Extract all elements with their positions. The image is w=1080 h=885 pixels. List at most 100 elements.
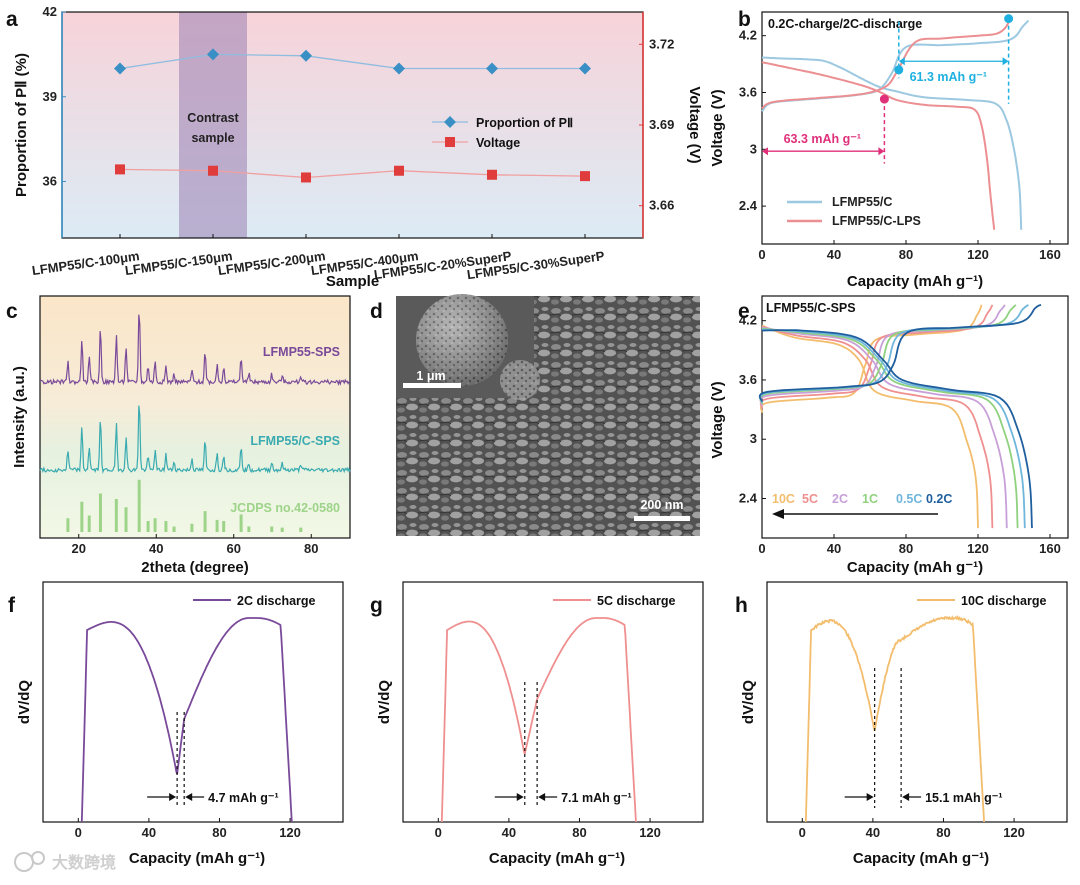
annotation: 15.1 mAh g⁻¹ [925, 791, 1002, 805]
dvdq-curve [440, 617, 637, 823]
chart-title: LFMP55/C-SPS [766, 301, 856, 315]
y-tick-label: 2.4 [739, 198, 758, 213]
y-tick-label: 3.6 [739, 372, 757, 387]
x-tick-label: 120 [967, 247, 989, 262]
y-axis-label: Intensity (a.u.) [11, 366, 28, 468]
panel-label-d: d [370, 300, 383, 323]
x-tick-label: 80 [304, 541, 318, 556]
y-tick-label: 39 [43, 89, 57, 104]
data-point-proportion [300, 49, 312, 62]
x-tick-label: 160 [1039, 247, 1061, 262]
data-point-proportion [114, 62, 126, 75]
panel-label-h: h [735, 594, 748, 617]
marker-dot [1004, 14, 1014, 24]
annotation: 63.3 mAh g⁻¹ [784, 132, 861, 146]
arrow-head [866, 793, 874, 801]
highlight-label: Contrast [187, 111, 239, 125]
x-tick-label: 20 [72, 541, 86, 556]
data-point-voltage [580, 171, 590, 182]
legend-label: 2C discharge [237, 594, 316, 608]
discharge-curve [761, 326, 1008, 529]
xrd-pattern-lfmp55c-sps [39, 405, 351, 474]
arrow-head [516, 793, 524, 801]
x-tick-label: 60 [227, 541, 241, 556]
discharge-curve [761, 324, 979, 529]
x-tick-label: 0 [799, 825, 806, 840]
series-label: LFMP55/C-SPS [250, 434, 340, 448]
panel-label-b: b [738, 8, 751, 31]
y-tick-label: 4.2 [739, 313, 757, 328]
panel-c: 20 40 60 80 2theta (degree) Intensity (a.u.) L… [11, 295, 351, 576]
x-tick-label: 0 [758, 247, 765, 262]
panel-label-g: g [370, 594, 383, 617]
y-tick-label: 4.2 [739, 28, 757, 43]
y-tick-label: 3.69 [649, 117, 674, 132]
x-axis-label: Capacity (mAh g⁻¹) [129, 850, 265, 867]
charge-curve [761, 18, 1012, 110]
annotation: 4.7 mAh g⁻¹ [208, 791, 278, 805]
arrow-head [902, 793, 910, 801]
x-axis-label: Sample [326, 273, 379, 290]
x-tick-label: 120 [1003, 825, 1025, 840]
x-tick-label: 80 [899, 247, 913, 262]
charge-curve [759, 304, 1029, 403]
panel-label-e: e [738, 300, 750, 323]
legend-label: 1C [862, 492, 878, 506]
watermark-text: 大数跨境 [52, 853, 116, 872]
discharge-curve [761, 328, 1026, 529]
x-tick-label: 40 [827, 247, 841, 262]
arrow-head [1002, 57, 1009, 66]
y-tick-label: 3.72 [649, 36, 674, 51]
charge-curve [759, 304, 1006, 406]
series-line-proportion [119, 53, 585, 70]
arrow-head [878, 147, 885, 156]
plot-background [40, 296, 350, 538]
axes-frame [39, 295, 351, 539]
arrow-head [898, 57, 905, 66]
x-axis-label: 2theta (degree) [141, 559, 249, 576]
legend-label: Proportion of PⅡ [476, 116, 573, 130]
legend-marker [445, 137, 455, 147]
arrow-head [169, 793, 177, 801]
data-point-voltage [301, 172, 311, 183]
scalebar-label: 1 μm [416, 369, 445, 383]
axes-frame [766, 581, 1068, 823]
panel-b: 0 40 80 120 160 2.4 3 3.6 4.2 Capacity (mAh g⁻¹) V… [709, 11, 1069, 290]
watermark: 大数跨境 [14, 851, 116, 872]
data-point-voltage [487, 169, 497, 180]
discharge-curve [761, 329, 1033, 529]
x-tick-label: 0 [758, 541, 765, 556]
y-axis-label: Voltage (V) [709, 381, 726, 458]
x-tick-label: 120 [279, 825, 301, 840]
chart-title: 0.2C-charge/2C-discharge [768, 17, 922, 31]
panel-e: 0 40 80 120 160 2.4 3 3.6 4.2 Capacity (mAh g⁻¹) V… [709, 295, 1069, 576]
axes-frame [402, 581, 704, 823]
x-tick-label: 40 [866, 825, 880, 840]
axes-frame [761, 295, 1069, 539]
dvdq-curve [804, 615, 985, 823]
x-tick-label: 0 [435, 825, 442, 840]
legend-label: 10C [772, 492, 795, 506]
x-axis-label: Capacity (mAh g⁻¹) [853, 850, 989, 867]
sem-particle [500, 360, 540, 400]
y-tick-label: 42 [43, 4, 57, 19]
legend-label: 10C discharge [961, 594, 1047, 608]
watermark-logo [14, 852, 34, 872]
panel-label-a: a [6, 8, 18, 31]
x-tick-label: 120 [639, 825, 661, 840]
y-axis-label: dV/dQ [740, 680, 757, 724]
x-axis-label: Capacity (mAh g⁻¹) [847, 273, 983, 290]
x-tick-label: 40 [149, 541, 163, 556]
data-point-proportion [486, 62, 498, 75]
data-point-proportion [207, 48, 219, 61]
y-tick-label: 3.6 [739, 84, 757, 99]
x-tick-label: 160 [1039, 541, 1061, 556]
watermark-logo [31, 851, 45, 865]
x-tick-label: 80 [899, 541, 913, 556]
x-tick-label: 120 [967, 541, 989, 556]
legend-label: Voltage [476, 136, 520, 150]
x-tick-label: 80 [936, 825, 950, 840]
series-label: JCDPS no.42-0580 [230, 501, 340, 515]
data-point-proportion [579, 62, 591, 75]
